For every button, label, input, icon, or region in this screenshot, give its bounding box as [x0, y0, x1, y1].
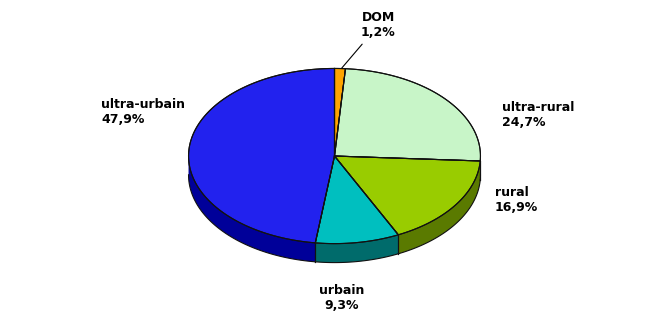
Polygon shape [334, 69, 345, 156]
Text: rural
16,9%: rural 16,9% [495, 186, 539, 214]
Polygon shape [189, 69, 334, 243]
Polygon shape [398, 161, 480, 254]
Text: DOM
1,2%: DOM 1,2% [342, 11, 395, 68]
Text: urbain
9,3%: urbain 9,3% [319, 284, 365, 312]
Text: ultra-urbain
47,9%: ultra-urbain 47,9% [101, 98, 185, 126]
Polygon shape [315, 235, 398, 262]
Polygon shape [189, 156, 315, 262]
Polygon shape [334, 156, 480, 235]
Polygon shape [334, 69, 480, 161]
Text: ultra-rural
24,7%: ultra-rural 24,7% [502, 101, 575, 129]
Polygon shape [315, 156, 398, 244]
